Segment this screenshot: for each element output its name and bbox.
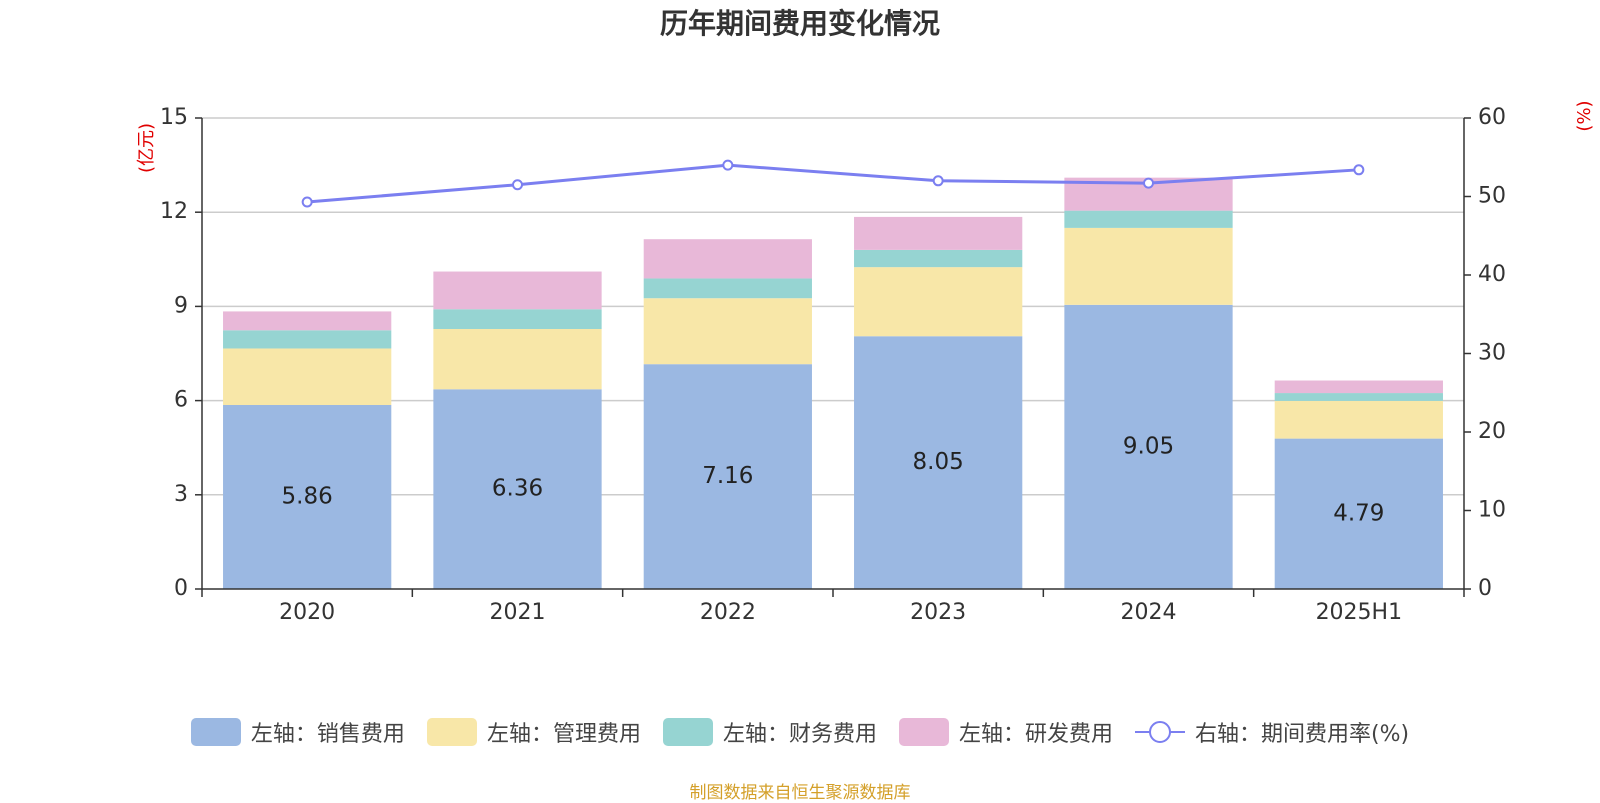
y-left-axis-label: (亿元): [136, 123, 157, 173]
y-right-tick-label: 50: [1478, 184, 1506, 209]
bar-value-label: 5.86: [282, 483, 333, 509]
x-tick-label: 2025H1: [1316, 600, 1403, 625]
line-series: [301, 159, 1365, 208]
legend-swatch-finance: [662, 718, 713, 746]
bar-segment: [854, 249, 1023, 268]
legend-swatch-rate-icon: [1134, 721, 1185, 743]
legend-item-finance[interactable]: 左轴：财务费用: [662, 716, 877, 748]
y-left-tick-label: 6: [174, 388, 188, 413]
rate-line: [307, 163, 1359, 204]
bar-value-label: 8.05: [913, 449, 964, 475]
source-note: 制图数据来自恒生聚源数据库: [689, 783, 911, 803]
y-left-tick-label: 12: [160, 199, 188, 224]
y-right-tick-label: 40: [1478, 262, 1506, 287]
rate-point: [301, 196, 313, 208]
bar-segment: [1274, 438, 1443, 589]
rate-point: [1353, 164, 1365, 176]
y-right-tick-label: 20: [1478, 419, 1506, 444]
legend-swatch-rnd: [898, 718, 949, 746]
legend-label-admin: 左轴：管理费用: [486, 722, 641, 747]
y-left-tick-label: 15: [160, 105, 188, 130]
legend-label-rate: 右轴：期间费用率(%): [1194, 722, 1410, 747]
legend-item-admin[interactable]: 左轴：管理费用: [426, 716, 641, 748]
bar-segment: [643, 239, 812, 279]
bar-segment: [854, 336, 1023, 589]
y-right-tick-label: 10: [1478, 498, 1506, 523]
bar-segment: [854, 267, 1023, 337]
bar-segment: [854, 216, 1023, 250]
legend-label-finance: 左轴：财务费用: [722, 722, 877, 747]
bar-segment: [433, 389, 602, 589]
legend-item-rate[interactable]: 右轴：期间费用率(%): [1134, 716, 1410, 748]
bar-segment: [643, 278, 812, 299]
x-tick-label: 2020: [279, 600, 335, 625]
y-left-tick-label: 3: [174, 482, 188, 507]
bar-segment: [433, 309, 602, 330]
y-right-tick-label: 60: [1478, 105, 1506, 130]
bar-segment: [643, 298, 812, 365]
legend-item-rnd[interactable]: 左轴：研发费用: [898, 716, 1113, 748]
y-right-axis-label: (%): [1574, 100, 1595, 131]
legend-swatch-sales: [190, 718, 241, 746]
bar-series: 5.86 6.36 7.16 8.05 9.05 4.79: [223, 177, 1443, 589]
bar-segment: [223, 330, 392, 349]
y-right-tick-label: 0: [1478, 576, 1492, 601]
y-right-tick-label: 30: [1478, 341, 1506, 366]
rate-point: [512, 179, 523, 191]
x-tick-label: 2023: [910, 600, 966, 625]
grid-lines: [202, 117, 1464, 496]
bar-segment: [223, 348, 392, 405]
bar-value-label: 6.36: [492, 476, 543, 502]
bar-segment: [433, 271, 602, 310]
y-left-tick-label: 0: [174, 576, 188, 601]
legend-label-rnd: 左轴：研发费用: [958, 722, 1113, 747]
rate-point: [722, 159, 734, 171]
bar-segment: [643, 364, 812, 589]
rate-point: [932, 175, 944, 187]
bar-value-label: 7.16: [702, 463, 753, 489]
chart-title: 历年期间费用变化情况: [659, 7, 940, 40]
x-tick-label: 2024: [1121, 600, 1177, 625]
bar-segment: [1064, 304, 1233, 589]
legend-swatch-admin: [426, 718, 477, 746]
legend-item-sales[interactable]: 左轴：销售费用: [190, 716, 405, 748]
bar-segment: [1064, 210, 1233, 228]
x-tick-label: 2021: [490, 600, 546, 625]
x-tick-label: 2022: [700, 600, 756, 625]
bar-value-label: 9.05: [1123, 433, 1174, 459]
legend-label-sales: 左轴：销售费用: [250, 722, 405, 747]
bar-segment: [223, 404, 392, 589]
y-left-tick-label: 9: [174, 293, 188, 318]
bar-segment: [223, 311, 392, 331]
axes: 0 3 6 9 12 15 0 10 20 30 40 50 60 2020 2021 2022 2023 202…: [160, 105, 1506, 625]
bar-value-label: 4.79: [1333, 500, 1384, 526]
bar-segment: [1274, 380, 1443, 394]
bar-segment: [1274, 393, 1443, 401]
bar-segment: [1064, 227, 1233, 305]
bar-segment: [1274, 400, 1443, 439]
rate-point: [1143, 177, 1154, 189]
bar-segment: [433, 329, 602, 390]
chart-legend: 左轴：销售费用 左轴：管理费用 左轴：财务费用 左轴：研发费用 右轴：期间费用率…: [0, 716, 1600, 748]
